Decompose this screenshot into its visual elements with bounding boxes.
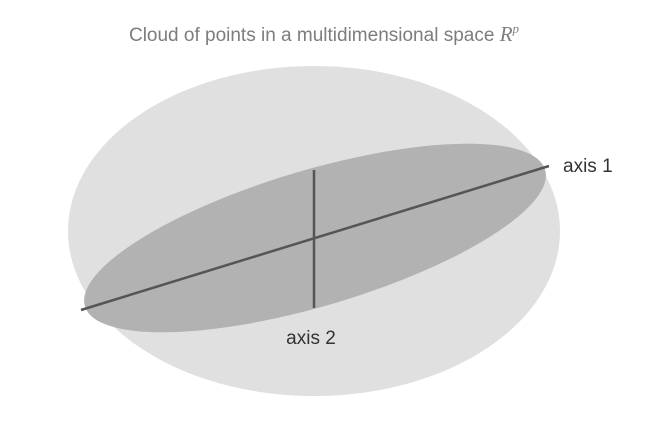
axis-2-label: axis 2 xyxy=(286,328,336,349)
title-math-symbol: Rp xyxy=(500,22,519,46)
axis-1-label: axis 1 xyxy=(563,156,613,177)
diagram-title: Cloud of points in a multidimensional sp… xyxy=(0,22,648,47)
math-symbol-letter: R xyxy=(499,22,513,46)
title-text: Cloud of points in a multidimensional sp… xyxy=(128,25,500,46)
math-symbol-superscript: p xyxy=(512,21,520,36)
